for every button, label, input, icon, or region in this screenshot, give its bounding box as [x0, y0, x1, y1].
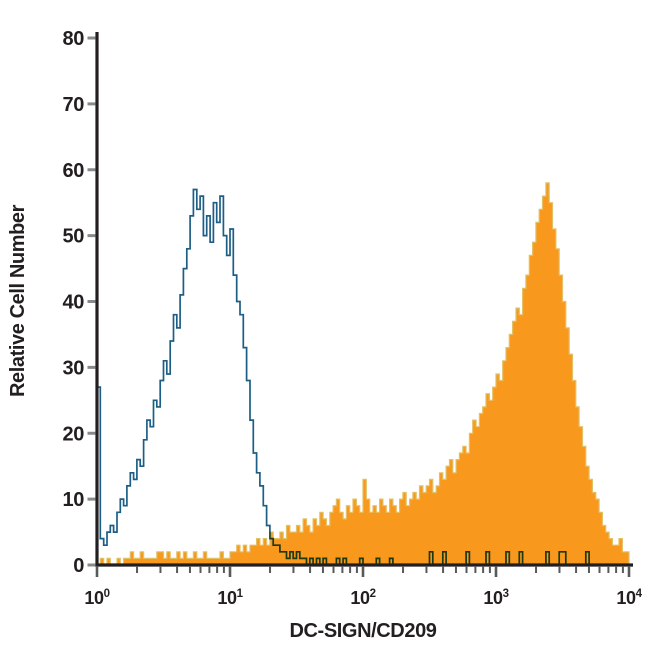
plot-area: [96, 182, 630, 566]
y-axis-ticks: [87, 36, 96, 567]
x-axis-ticks: [95, 566, 631, 577]
x-tick-label: 101: [217, 588, 243, 608]
x-tick-label: 103: [483, 588, 508, 608]
y-tick-label: 80: [63, 28, 85, 50]
y-tick-label: 0: [73, 555, 84, 577]
y-tick-label: 60: [63, 160, 85, 182]
x-tick-label: 104: [616, 588, 642, 608]
y-tick-label: 20: [63, 423, 85, 445]
y-tick-label: 50: [63, 226, 85, 248]
y-tick-label: 30: [63, 357, 85, 379]
y-tick-label: 10: [63, 489, 85, 511]
orange-filled-histogram-path: [97, 182, 630, 566]
x-tick-label: 102: [350, 588, 375, 608]
x-tick-label: 100: [84, 588, 109, 608]
y-axis-tick-labels: 0 10 20 30 40 50 60 70 80: [63, 28, 85, 577]
y-axis-title: Relative Cell Number: [7, 204, 29, 397]
y-tick-label: 40: [63, 292, 85, 314]
x-axis-tick-labels: 100 101 102 103 104: [84, 588, 643, 608]
x-axis-title: DC-SIGN/CD209: [289, 620, 436, 642]
y-tick-label: 70: [63, 94, 85, 116]
